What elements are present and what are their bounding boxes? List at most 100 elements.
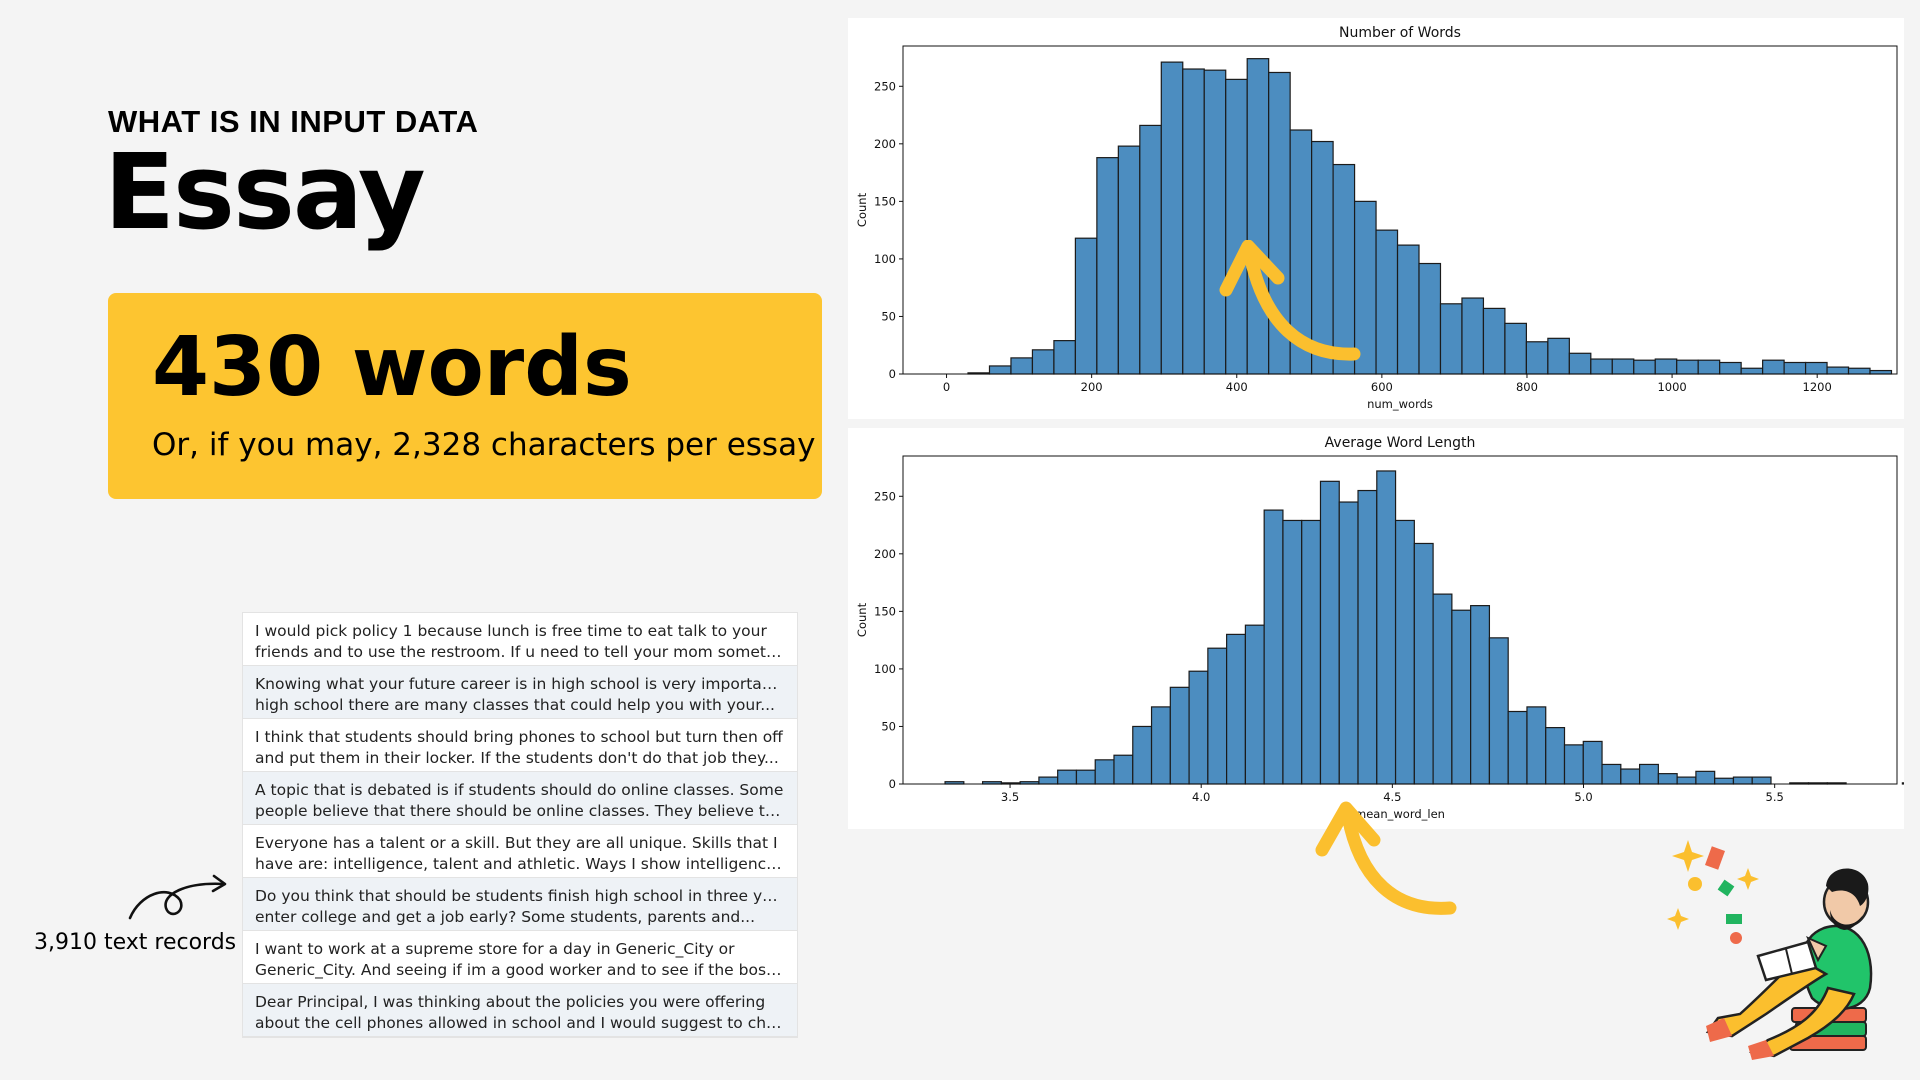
record-line-2: enter college and get a job early? Some …	[255, 908, 756, 926]
histogram-bar	[1057, 769, 1078, 785]
histogram-word-length: Average Word Length 3.5 4.0 4.5 5.0 5.5 0 50 100…	[855, 435, 1904, 821]
stat-subtitle: Or, if you may, 2,328 characters per ess…	[152, 427, 816, 463]
chart-panel-num-words: Number of Words 0 200 400 600 800 1000 1200 0 50 1…	[848, 18, 1904, 419]
records-count-caption: 3,910 text records	[34, 930, 237, 955]
histogram-bar	[1601, 763, 1622, 785]
histogram-bar	[1263, 509, 1284, 785]
histogram-bar	[1633, 359, 1656, 375]
histogram-bar	[1901, 782, 1904, 785]
histogram-num-words: Number of Words 0 200 400 600 800 1000 1200 0 50 1…	[855, 25, 1898, 411]
x-tick-label: 800	[1516, 380, 1538, 394]
histogram-bar	[1504, 322, 1527, 375]
record-line-2: high school there are many classes that …	[255, 696, 775, 714]
x-tick-label: 5.0	[1574, 790, 1592, 804]
y-tick-label: 50	[881, 719, 896, 733]
histogram-bar	[1169, 686, 1190, 785]
record-line-1: Everyone has a talent or a skill. But th…	[255, 834, 778, 852]
histogram-bar	[1676, 359, 1699, 375]
y-tick-label: 0	[889, 777, 896, 791]
record-line-2: friends and to use the restroom. If u ne…	[255, 643, 785, 661]
histogram-bar	[1301, 519, 1322, 785]
histogram-bar	[1568, 352, 1592, 375]
list-item[interactable]: I would pick policy 1 because lunch is f…	[243, 613, 797, 666]
histogram-bar	[1719, 361, 1742, 375]
x-tick-label: 1200	[1803, 380, 1832, 394]
list-item[interactable]: Do you think that should be students fin…	[243, 878, 797, 931]
histogram-bar	[1053, 340, 1076, 375]
y-tick-label: 100	[874, 252, 896, 266]
histogram-bar	[1525, 341, 1549, 375]
x-tick-label: 0	[943, 380, 950, 394]
x-tick-label: 5.5	[1766, 790, 1784, 804]
histogram-bar	[1638, 763, 1659, 785]
list-item[interactable]: I want to work at a supreme store for a …	[243, 931, 797, 984]
histogram-bar	[1319, 480, 1340, 785]
y-tick-label: 150	[874, 604, 896, 618]
histogram-bar	[1418, 262, 1442, 375]
histogram-bar	[1620, 768, 1641, 785]
list-item[interactable]: A topic that is debated is if students s…	[243, 772, 797, 825]
histogram-bar	[1590, 358, 1613, 375]
histogram-bar	[1507, 710, 1528, 785]
histogram-bar	[1413, 542, 1434, 785]
section-eyebrow: WHAT IS IN INPUT DATA	[108, 104, 479, 139]
histogram-bar	[1482, 307, 1506, 375]
y-tick-label: 50	[881, 309, 896, 323]
chart-title: Number of Words	[1339, 25, 1461, 41]
histogram-bar	[1094, 759, 1115, 785]
list-item[interactable]: I think that students should bring phone…	[243, 719, 797, 772]
histogram-bar	[1207, 647, 1228, 785]
histogram-bar	[1031, 349, 1055, 375]
list-item[interactable]: Everyone has a talent or a skill. But th…	[243, 825, 797, 878]
histogram-bar	[1139, 124, 1162, 375]
x-tick-label: 3.5	[1001, 790, 1019, 804]
y-tick-label: 200	[874, 137, 896, 151]
y-tick-label: 150	[874, 194, 896, 208]
histogram-bar	[1783, 361, 1807, 375]
list-item[interactable]: Knowing what your future career is in hi…	[243, 666, 797, 719]
histogram-bar	[1182, 68, 1205, 375]
stat-value: 430 words	[152, 320, 632, 415]
record-line-1: Knowing what your future career is in hi…	[255, 675, 785, 693]
y-tick-label: 250	[874, 489, 896, 503]
histogram-bar	[1244, 624, 1265, 785]
record-line-2: people believe that there should be onli…	[255, 802, 785, 820]
histogram-bar	[1394, 519, 1415, 785]
y-tick-label: 250	[874, 79, 896, 93]
histogram-bar	[1188, 670, 1209, 785]
histogram-bar	[1375, 229, 1399, 375]
histogram-bar	[1751, 776, 1772, 785]
x-tick-label: 200	[1081, 380, 1103, 394]
histogram-bar	[1117, 145, 1141, 375]
stat-card: 430 words Or, if you may, 2,328 characte…	[108, 293, 822, 499]
histogram-bar	[1010, 357, 1034, 375]
y-tick-label: 100	[874, 662, 896, 676]
histogram-bar	[1396, 244, 1420, 375]
histogram-bar	[1338, 501, 1359, 785]
list-item[interactable]: Dear Principal, I was thinking about the…	[243, 984, 797, 1037]
histogram-bar	[1038, 776, 1059, 785]
record-line-1: Do you think that should be students fin…	[255, 887, 785, 905]
y-tick-label: 200	[874, 547, 896, 561]
histogram-bar	[1545, 727, 1566, 785]
record-line-2: about the cell phones allowed in school …	[255, 1014, 785, 1032]
histogram-bar	[1869, 369, 1893, 375]
record-line-2: have are: intelligence, talent and athle…	[255, 855, 785, 873]
plot-frame	[902, 45, 1898, 375]
histogram-bar	[1582, 740, 1603, 785]
x-tick-label: 4.5	[1383, 790, 1401, 804]
histogram-bar	[1526, 706, 1547, 785]
histogram-bar	[1432, 593, 1453, 785]
x-tick-label: 4.0	[1192, 790, 1210, 804]
x-axis-label: mean_word_len	[1355, 807, 1445, 821]
histogram-bar	[1461, 297, 1485, 375]
record-line-2: and put them in their locker. If the stu…	[255, 749, 779, 767]
histogram-bar	[1075, 769, 1096, 785]
histogram-bar	[1113, 754, 1134, 785]
x-axis-label: num_words	[1367, 397, 1433, 411]
arrow-pointer-icon	[1315, 801, 1457, 915]
histogram-bar	[1676, 776, 1697, 785]
record-line-1: Dear Principal, I was thinking about the…	[255, 993, 766, 1011]
histogram-bar	[1226, 633, 1246, 785]
histogram-bar	[1282, 519, 1303, 785]
